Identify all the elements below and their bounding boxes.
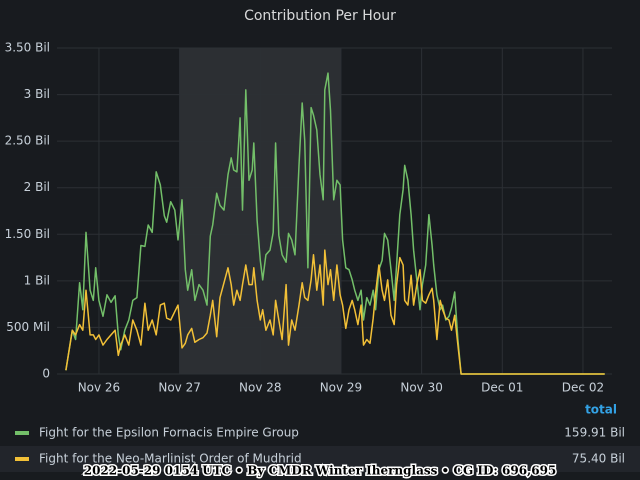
- y-tick-label: 3.50 Bil: [5, 41, 50, 55]
- panel-title: Contribution Per Hour: [244, 8, 396, 24]
- y-tick-label: 3 Bil: [24, 87, 50, 101]
- legend-label[interactable]: Fight for the Neo-Marlinist Order of Mud…: [39, 452, 302, 466]
- y-tick-label: 0: [42, 367, 50, 381]
- series-line: [65, 249, 605, 375]
- y-tick-label: 2 Bil: [24, 180, 50, 194]
- x-tick-label: Dec 02: [562, 381, 604, 395]
- legend-total: 159.91 Bil: [564, 426, 625, 440]
- legend-label[interactable]: Fight for the Epsilon Fornacis Empire Gr…: [39, 426, 299, 440]
- x-tick-label: Nov 30: [400, 381, 443, 395]
- legend-total: 75.40 Bil: [572, 452, 625, 466]
- y-tick-label: 1.50 Bil: [5, 227, 50, 241]
- legend-header[interactable]: total: [585, 403, 617, 417]
- x-tick-label: Dec 01: [481, 381, 523, 395]
- y-tick-label: 1 Bil: [24, 273, 50, 287]
- series-line: [65, 72, 605, 375]
- footer-caption: 2022-05-29 0154 UTC • By CMDR Winter Ihe…: [84, 464, 557, 478]
- legend-row-bg: [0, 446, 640, 472]
- x-tick-label: Nov 28: [239, 381, 282, 395]
- x-tick-label: Nov 26: [78, 381, 121, 395]
- x-tick-label: Nov 27: [158, 381, 201, 395]
- y-tick-label: 500 Mil: [6, 320, 50, 334]
- x-tick-label: Nov 29: [320, 381, 363, 395]
- y-tick-label: 2.50 Bil: [5, 134, 50, 148]
